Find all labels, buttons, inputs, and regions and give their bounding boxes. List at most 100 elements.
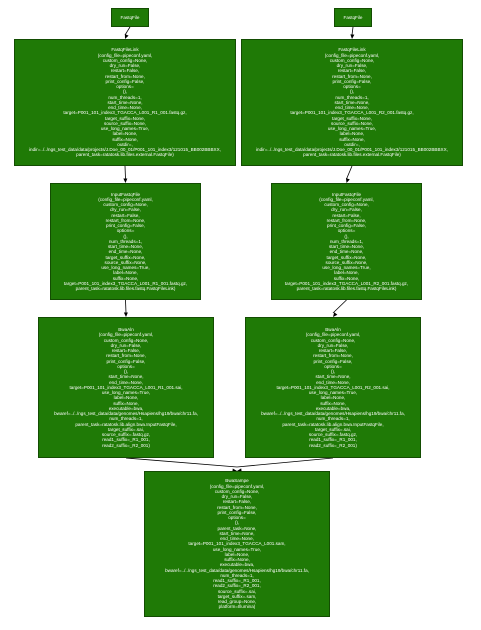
node-param-line: target_suffix=.sam, xyxy=(217,593,257,599)
node-param-line: suffix=None, xyxy=(112,275,139,281)
node-param-line: read_group=None, xyxy=(217,599,257,605)
node-param-line: source_suffix=.fastq.gz, xyxy=(308,432,358,438)
node-param-line: restart_from=None, xyxy=(105,73,145,79)
node-param-line: options= xyxy=(228,515,246,521)
node-param-line: print_config=False, xyxy=(106,358,146,364)
node-param-line: source_suffix=None, xyxy=(325,259,368,265)
node-param-line: start_time=None, xyxy=(108,374,144,380)
node-param-line: (), xyxy=(123,369,129,375)
node-param-line: executable=bwa, xyxy=(219,562,255,568)
edge-input1-to-bwa1 xyxy=(125,299,127,314)
node-param-line: custom_config=None, xyxy=(324,202,369,208)
node-param-line: restart=False, xyxy=(111,348,141,354)
node-param-line: use_long_names=True, xyxy=(327,126,377,132)
node-param-line: parent_task=ratatosk.lib.files.fastq.Fas… xyxy=(75,286,176,292)
node-fastqfile-2: FastqFile xyxy=(334,8,372,27)
node-param-line: read1_suffix=_R1_001, xyxy=(102,437,150,443)
node-param-line: read2_suffix=_R2_001, xyxy=(213,583,261,589)
node-param-line: parent_task=ratatosk.lib.files.fastq.Fas… xyxy=(296,286,397,292)
node-title: InputFastqFile xyxy=(331,191,362,197)
edge-input2-to-bwa2 xyxy=(332,299,347,314)
node-param-line: options= xyxy=(337,228,356,234)
node-param-line: dry_run=False, xyxy=(221,494,253,500)
node-param-line: custom_config=None, xyxy=(103,337,149,343)
node-param-line: parent_task=ratatosk.lib.align.bwa.Input… xyxy=(75,421,177,427)
node-param-line: (config_file=pipeconf.yaml, xyxy=(97,52,153,58)
node-param-line: outdir=, xyxy=(344,141,360,147)
node-param-line: use_long_names=True, xyxy=(308,390,358,396)
node-param-line: end_time=None, xyxy=(108,105,142,111)
node-param-line: (config_file=pipeconf.yaml, xyxy=(324,52,380,58)
node-param-line: (config_file=pipeconf.yaml, xyxy=(319,196,374,202)
node-param-line: label=None, xyxy=(339,131,365,137)
node-param-line: print_config=False, xyxy=(105,78,145,84)
node-param-line: bwaref=../../ngs_test_data/data/genomes/… xyxy=(261,411,405,417)
node-param-line: source_suffix=.fastq.gz, xyxy=(101,432,151,438)
node-title: BwaAln xyxy=(118,327,134,333)
node-param-line: options= xyxy=(324,363,342,369)
node-param-line: (), xyxy=(123,233,128,239)
node-param-line: custom_config=None, xyxy=(103,202,148,208)
node-param-line: dry_run=False, xyxy=(317,342,349,348)
node-param-line: target_suffix=.sai, xyxy=(107,426,145,432)
node-param-line: use_long_names=True, xyxy=(212,546,262,552)
node-param-line: options= xyxy=(116,84,134,90)
node-param-line: num_threads=1, xyxy=(108,94,142,100)
node-param-line: restart_from=None, xyxy=(217,504,257,510)
node-param-line: (), xyxy=(344,233,349,239)
edge-link1-to-input1 xyxy=(124,165,126,180)
edge-fastq2-to-link2 xyxy=(351,26,354,36)
node-param-line: restart=False, xyxy=(111,212,140,218)
node-param-line: target=P001_101_index3_TGACCA_L001.sam, xyxy=(188,541,286,547)
node-param-line: dry_run=False, xyxy=(109,63,141,69)
node-param-line: options= xyxy=(117,363,135,369)
node-param-line: start_time=None, xyxy=(107,99,143,105)
node-param-line: restart=False, xyxy=(337,68,367,74)
node-param-line: restart_from=None, xyxy=(332,73,372,79)
node-param-line: suffix=None, xyxy=(339,136,365,142)
node-param-line: num_threads=1, xyxy=(109,416,143,422)
node-param-line: bwaref=../../ngs_test_data/data/genomes/… xyxy=(165,567,309,573)
node-param-line: options= xyxy=(116,228,135,234)
node-param-line: restart_from=None, xyxy=(313,353,353,359)
node-param-line: custom_config=None, xyxy=(329,57,375,63)
node-param-line: label=None, xyxy=(320,395,346,401)
node-param-line: (config_file=pipeconf.yaml, xyxy=(305,332,361,338)
node-param-line: target=P001_101_index3_TGACCA_L001_R2_00… xyxy=(284,280,409,286)
node-param-line: (config_file=pipeconf.yaml, xyxy=(209,483,265,489)
node-param-line: read2_suffix=_R2_001) xyxy=(309,442,357,448)
node-param-line: restart_from=None, xyxy=(106,353,146,359)
node-param-line: (), xyxy=(330,369,336,375)
node-param-line: dry_run=False, xyxy=(110,207,141,213)
node-param-line: read1_suffix=_R1_001, xyxy=(309,437,357,443)
arrowhead-icon xyxy=(124,34,129,39)
edge-bwa2-to-sampe xyxy=(236,457,334,468)
node-param-line: num_threads=1, xyxy=(108,238,143,244)
node-param-line: custom_config=None, xyxy=(310,337,356,343)
node-param-line: indir=../../ngs_test_data/data/projects/… xyxy=(256,147,448,153)
node-param-line: (), xyxy=(122,89,128,95)
node-param-line: label=None, xyxy=(113,270,138,276)
node-param-line: suffix=None, xyxy=(333,275,360,281)
node-param-line: target=P001_101_index3_TGACCA_L001_R2_00… xyxy=(276,384,390,390)
node-param-line: executable=bwa, xyxy=(315,405,351,411)
node-param-line: start_time=None, xyxy=(315,374,351,380)
node-param-line: end_time=None, xyxy=(329,249,364,255)
node-param-line: label=None, xyxy=(334,270,359,276)
node-param-line: print_config=False, xyxy=(106,223,145,229)
node-param-line: suffix=None, xyxy=(113,400,139,406)
node-param-line: target=P001_101_index3_TGACCA_L001_R2_00… xyxy=(290,110,414,116)
node-param-line: parent_task=ratatosk.lib.files.external.… xyxy=(76,152,174,158)
node-param-line: start_time=None, xyxy=(334,99,370,105)
node-param-line: target_suffix=None, xyxy=(332,115,372,121)
node-param-line: label=None, xyxy=(224,551,250,557)
node-title: FastqFile xyxy=(120,14,140,20)
node-param-line: label=None, xyxy=(112,131,138,137)
node-param-line: dry_run=False, xyxy=(110,342,142,348)
node-param-line: print_config=False, xyxy=(217,509,257,515)
node-param-line: use_long_names=True, xyxy=(322,265,371,271)
node-param-line: start_time=None, xyxy=(219,530,255,536)
node-param-line: num_threads=1, xyxy=(220,572,254,578)
node-param-line: label=None, xyxy=(113,395,139,401)
